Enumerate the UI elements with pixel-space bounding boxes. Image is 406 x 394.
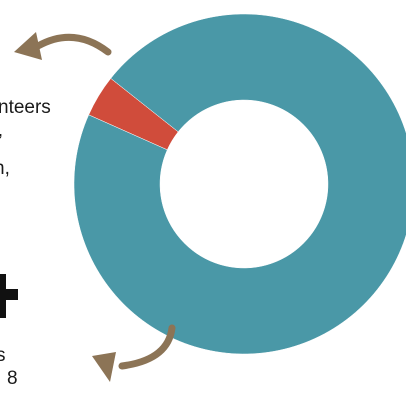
plus-sign: [0, 274, 18, 318]
curved-arrow-top-left: [14, 32, 112, 60]
text-fragment-volunteers: nteers: [0, 97, 51, 118]
arrow-top-left-head: [14, 32, 42, 60]
text-fragment-s: s: [0, 345, 6, 366]
text-fragment-comma: ,: [0, 119, 3, 141]
text-fragment-n: n,: [0, 158, 10, 179]
slice-group: [73, 13, 406, 355]
arrow-bottom-head: [92, 352, 116, 382]
curved-arrow-bottom: [92, 324, 176, 382]
plus-sign-horizontal: [0, 289, 18, 300]
arrow-bottom-shaft: [118, 324, 176, 370]
donut-slice-large: [73, 13, 406, 355]
text-fragment-eight: 8: [7, 368, 18, 389]
arrow-top-left-shaft: [34, 33, 112, 56]
